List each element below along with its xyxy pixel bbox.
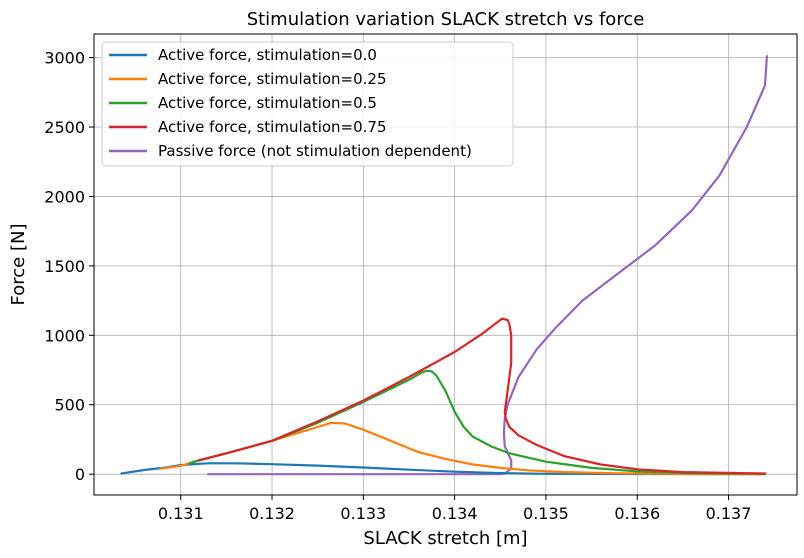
legend-box — [101, 41, 514, 167]
y-tick-label: 2500 — [44, 118, 85, 137]
y-tick-label: 1000 — [44, 326, 85, 345]
y-axis-label: Force [N] — [8, 224, 29, 306]
x-ticks: 0.131 0.132 0.133 0.134 0.135 0.136 0.137 — [158, 495, 752, 523]
y-ticks: 0 500 1000 1500 2000 2500 3000 — [44, 49, 94, 484]
y-tick-label: 2000 — [44, 187, 85, 206]
chart-title: Stimulation variation SLACK stretch vs f… — [247, 9, 645, 30]
y-tick-label: 0 — [75, 465, 85, 484]
y-tick-label: 3000 — [44, 49, 85, 68]
x-tick-label: 0.135 — [523, 504, 569, 523]
legend-entry: Active force, stimulation=0.75 — [158, 118, 387, 136]
series-line-4 — [197, 317, 767, 475]
y-tick-label: 500 — [54, 396, 85, 415]
y-tick-label: 1500 — [44, 257, 85, 276]
legend: Active force, stimulation=0.0 Active forc… — [101, 41, 514, 167]
x-tick-label: 0.137 — [706, 504, 752, 523]
x-tick-label: 0.136 — [614, 504, 660, 523]
legend-entry: Active force, stimulation=0.0 — [158, 46, 377, 64]
x-tick-label: 0.133 — [340, 504, 386, 523]
legend-entry: Active force, stimulation=0.5 — [158, 94, 377, 112]
plot-frame — [93, 33, 798, 496]
legend-entry: Active force, stimulation=0.25 — [158, 70, 387, 88]
series-layer — [120, 55, 768, 476]
x-tick-label: 0.134 — [432, 504, 478, 523]
x-tick-label: 0.131 — [158, 504, 204, 523]
legend-entry: Passive force (not stimulation dependent… — [158, 142, 472, 160]
x-tick-label: 0.132 — [249, 504, 295, 523]
series-line-1 — [120, 462, 767, 476]
x-axis-label: SLACK stretch [m] — [363, 528, 527, 549]
series-line-0 — [207, 55, 768, 476]
